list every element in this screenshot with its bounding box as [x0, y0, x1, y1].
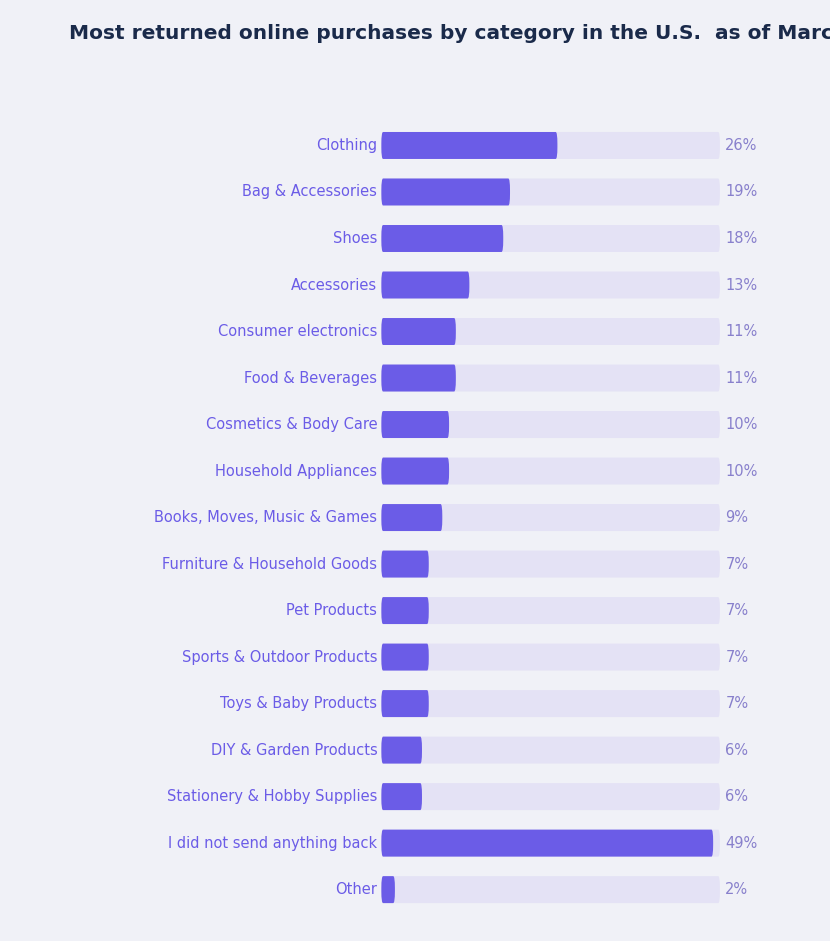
- Text: Books, Moves, Music & Games: Books, Moves, Music & Games: [154, 510, 378, 525]
- FancyBboxPatch shape: [381, 411, 449, 438]
- FancyBboxPatch shape: [381, 318, 720, 345]
- FancyBboxPatch shape: [381, 690, 720, 717]
- Text: DIY & Garden Products: DIY & Garden Products: [211, 742, 378, 758]
- FancyBboxPatch shape: [381, 179, 510, 205]
- FancyBboxPatch shape: [381, 783, 720, 810]
- Text: 19%: 19%: [725, 184, 758, 199]
- Text: 26%: 26%: [725, 138, 758, 153]
- Text: Household Appliances: Household Appliances: [215, 464, 378, 479]
- Text: 13%: 13%: [725, 278, 758, 293]
- FancyBboxPatch shape: [381, 457, 449, 485]
- Text: Furniture & Household Goods: Furniture & Household Goods: [163, 556, 378, 571]
- Text: I did not send anything back: I did not send anything back: [168, 836, 378, 851]
- Text: Pet Products: Pet Products: [286, 603, 378, 618]
- FancyBboxPatch shape: [381, 830, 713, 856]
- Text: 49%: 49%: [725, 836, 758, 851]
- Text: 6%: 6%: [725, 789, 749, 805]
- Text: 7%: 7%: [725, 556, 749, 571]
- Text: 2%: 2%: [725, 882, 749, 897]
- Text: Food & Beverages: Food & Beverages: [244, 371, 378, 386]
- Text: Shoes: Shoes: [333, 231, 378, 246]
- FancyBboxPatch shape: [381, 644, 429, 671]
- FancyBboxPatch shape: [381, 783, 422, 810]
- FancyBboxPatch shape: [381, 876, 395, 903]
- Text: Toys & Baby Products: Toys & Baby Products: [220, 696, 378, 711]
- FancyBboxPatch shape: [381, 737, 720, 763]
- Text: 7%: 7%: [725, 603, 749, 618]
- FancyBboxPatch shape: [381, 457, 720, 485]
- FancyBboxPatch shape: [381, 272, 470, 298]
- Text: Bag & Accessories: Bag & Accessories: [242, 184, 378, 199]
- FancyBboxPatch shape: [381, 550, 720, 578]
- FancyBboxPatch shape: [381, 550, 429, 578]
- FancyBboxPatch shape: [381, 504, 442, 531]
- FancyBboxPatch shape: [381, 225, 720, 252]
- FancyBboxPatch shape: [381, 364, 720, 391]
- FancyBboxPatch shape: [381, 179, 720, 205]
- FancyBboxPatch shape: [381, 690, 429, 717]
- FancyBboxPatch shape: [381, 364, 456, 391]
- FancyBboxPatch shape: [381, 132, 720, 159]
- Text: Other: Other: [335, 882, 378, 897]
- FancyBboxPatch shape: [381, 598, 720, 624]
- Text: Stationery & Hobby Supplies: Stationery & Hobby Supplies: [167, 789, 378, 805]
- Text: Clothing: Clothing: [316, 138, 378, 153]
- FancyBboxPatch shape: [381, 504, 720, 531]
- FancyBboxPatch shape: [381, 876, 720, 903]
- Text: 9%: 9%: [725, 510, 749, 525]
- FancyBboxPatch shape: [381, 598, 429, 624]
- Text: 11%: 11%: [725, 371, 758, 386]
- FancyBboxPatch shape: [381, 830, 720, 856]
- FancyBboxPatch shape: [381, 132, 558, 159]
- Text: 7%: 7%: [725, 649, 749, 664]
- FancyBboxPatch shape: [381, 644, 720, 671]
- Text: 10%: 10%: [725, 464, 758, 479]
- FancyBboxPatch shape: [381, 318, 456, 345]
- FancyBboxPatch shape: [381, 411, 720, 438]
- Text: 7%: 7%: [725, 696, 749, 711]
- Text: 6%: 6%: [725, 742, 749, 758]
- Text: Accessories: Accessories: [291, 278, 378, 293]
- Text: Cosmetics & Body Care: Cosmetics & Body Care: [206, 417, 378, 432]
- Text: 18%: 18%: [725, 231, 758, 246]
- Text: 11%: 11%: [725, 324, 758, 339]
- FancyBboxPatch shape: [381, 225, 503, 252]
- Text: Consumer electronics: Consumer electronics: [218, 324, 378, 339]
- FancyBboxPatch shape: [381, 272, 720, 298]
- Text: 10%: 10%: [725, 417, 758, 432]
- Text: Sports & Outdoor Products: Sports & Outdoor Products: [182, 649, 378, 664]
- FancyBboxPatch shape: [381, 737, 422, 763]
- Text: Most returned online purchases by category in the U.S.  as of March 2023: Most returned online purchases by catego…: [69, 24, 830, 43]
